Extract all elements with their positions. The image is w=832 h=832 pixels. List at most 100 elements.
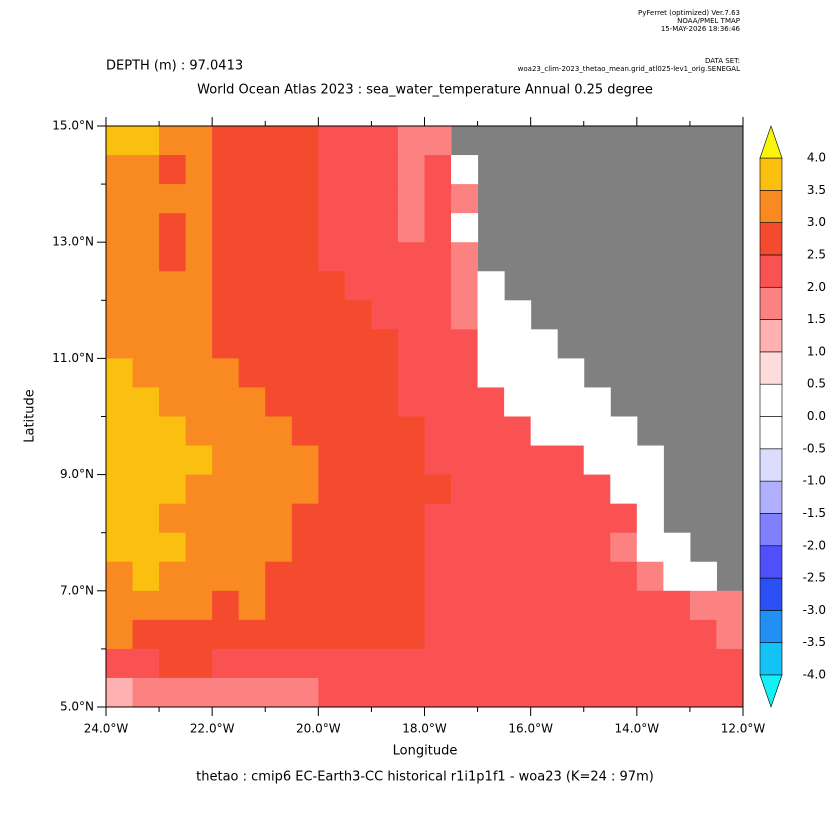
cell [132,213,160,243]
cell [291,242,319,272]
cell [291,329,319,359]
cell [212,532,240,563]
cell [265,271,293,301]
cell [106,155,134,185]
colorbar-label: 2.5 [807,247,826,261]
cell [212,184,240,214]
colorbar-label: -1.5 [803,506,826,520]
cell [344,184,372,214]
cell [477,271,505,301]
cell [397,445,425,476]
cell [265,561,293,592]
cell [477,561,505,592]
cell [557,416,585,447]
cell [397,329,425,359]
colorbar-swatch [759,383,783,417]
cell [397,387,425,417]
cell [159,387,187,417]
cell [424,474,452,505]
colorbar-label: -3.5 [803,635,826,649]
cell [291,358,319,388]
cell [265,126,293,156]
cell [371,358,399,388]
cell [185,300,213,330]
cell [132,184,160,214]
cell [185,561,213,592]
cell [159,619,187,650]
cell [132,126,160,156]
cell [132,242,160,272]
cell [610,561,638,592]
cell [716,677,744,708]
cell [132,387,160,417]
cell [318,242,346,272]
cell [424,155,452,185]
cell [159,561,187,592]
cell [344,561,372,592]
cell [583,503,611,534]
cell [557,387,585,417]
cell [451,387,479,417]
cell [344,445,372,476]
cell [132,619,160,650]
cell [451,677,479,708]
cell [504,561,532,592]
cell [451,213,479,243]
cell [185,474,213,505]
colorbar-swatch [759,351,783,385]
cell [238,445,266,476]
cell [504,677,532,708]
cell [477,416,505,447]
cell [159,213,187,243]
cell [185,416,213,447]
cell [132,590,160,621]
dataset: woa23_clim-2023_thetao_mean.grid_atl025-… [518,65,740,73]
cell [238,329,266,359]
cell [291,474,319,505]
cell [238,271,266,301]
cell [212,561,240,592]
cell [530,619,558,650]
colorbar-swatch [759,190,783,223]
cell [504,648,532,679]
cell [636,474,664,505]
cell [159,329,187,359]
cell [185,155,213,185]
cell [185,503,213,534]
colorbar-swatch [759,448,783,482]
cell [451,329,479,359]
cell [106,242,134,272]
colorbar-extend-low [759,674,783,708]
cell [371,677,399,708]
cell [397,648,425,679]
cell [238,126,266,156]
cell [557,561,585,592]
cell [610,416,638,447]
cell [397,619,425,650]
cell [132,416,160,447]
cell [583,416,611,447]
cell [185,271,213,301]
cell [106,648,134,679]
colorbar-swatch [759,416,783,450]
cell [583,590,611,621]
cell [212,590,240,621]
cell [530,329,558,359]
cell [424,184,452,214]
cell [132,532,160,563]
cell [291,532,319,563]
y-tick-label: 13.0°N [52,235,94,249]
colorbar-label: 0.5 [807,377,826,391]
cell [689,677,717,708]
cell [212,329,240,359]
x-tick-label: 18.0°W [402,722,447,736]
cell [344,648,372,679]
cell [318,387,346,417]
cell [557,474,585,505]
x-tick-label: 12.0°W [721,722,766,736]
cell [265,155,293,185]
chart-title: World Ocean Atlas 2023 : sea_water_tempe… [197,83,653,98]
cell [371,213,399,243]
cell [636,561,664,592]
